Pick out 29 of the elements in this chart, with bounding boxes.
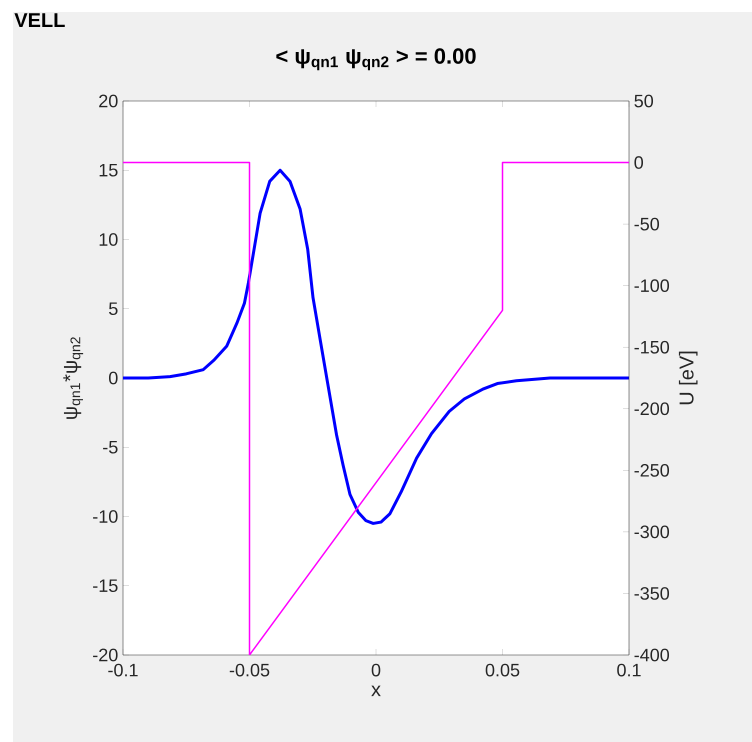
y2-tick-label: 50 [634,94,654,108]
y2-tick-label: -200 [634,402,670,416]
y-axis-title: ψ$_{qn1}$*ψ$_{qn2}$ [63,337,84,419]
x-tick-label: -0.05 [230,664,270,676]
y-tick-label: 20 [99,94,118,108]
y-tick-label: -15 [93,579,118,592]
x-tick-label: 0 [372,664,380,676]
text: VELL [14,13,65,28]
y-tick-label: -20 [93,648,118,662]
y-tick-label: 10 [100,233,118,246]
y2-axis-title: U [eV] [678,352,698,404]
y2-tick-label: -150 [634,340,670,354]
y-tick-label: 5 [108,302,118,316]
x-tick-label: 0.05 [486,664,520,676]
y2-tick-label: -100 [634,279,670,292]
y-tick-label: -10 [93,510,118,523]
y2-tick-label: -250 [634,464,670,477]
y2-tick-label: -350 [634,587,670,600]
x-tick-label: -0.1 [108,664,138,676]
y2-tick-label: 0 [634,156,644,169]
x-axis-title: x [371,686,381,696]
y-tick-label: 15 [100,164,118,177]
y-tick-label: 0 [108,372,118,384]
y2-tick-label: -400 [634,648,670,662]
y-tick-label: -5 [103,440,118,454]
y2-tick-label: -300 [634,526,670,538]
y2-tick-label: -50 [634,218,660,230]
x-tick-label: 0.1 [617,664,641,676]
chart-title: < ψ$_{qn1}$ ψ$_{qn2}$ > = 0.00 [276,48,476,70]
